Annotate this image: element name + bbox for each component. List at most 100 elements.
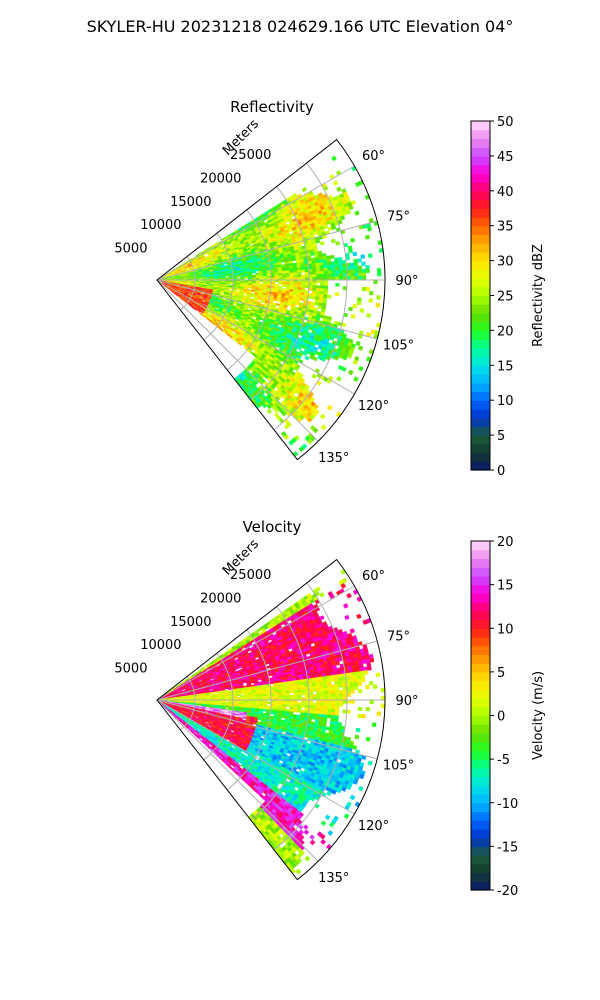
radar-cell	[247, 286, 252, 289]
radar-cell	[377, 271, 382, 277]
colorbar-band	[471, 426, 490, 436]
radial-tick-label: 15000	[170, 195, 211, 210]
radar-cell	[272, 298, 278, 302]
radar-cell	[350, 272, 355, 277]
radar-cell	[330, 261, 336, 265]
radar-cell	[311, 265, 317, 270]
radar-cell	[314, 301, 320, 306]
radar-cell	[319, 413, 326, 420]
colorbar-tick-label: 5	[497, 429, 505, 444]
radar-cell	[282, 281, 287, 285]
azimuth-tick-label: 105°	[383, 339, 414, 354]
radar-cell	[236, 275, 241, 278]
radar-cell	[257, 297, 263, 301]
radar-cell	[266, 273, 272, 277]
radar-cell	[289, 284, 294, 288]
radar-cell	[323, 282, 329, 287]
radar-cell	[335, 241, 341, 246]
radar-cell	[255, 276, 260, 279]
radar-cell	[327, 267, 332, 272]
panel-title: Reflectivity	[230, 98, 314, 116]
colorbar-band	[471, 443, 490, 454]
radar-cell	[244, 276, 249, 279]
radar-cell	[319, 285, 325, 289]
radar-cell	[331, 273, 336, 278]
colorbar-band	[471, 234, 490, 244]
radar-cell	[255, 269, 260, 272]
radar-cell	[259, 276, 264, 279]
radar-cell	[327, 273, 332, 278]
colorbar-tick-label: 35	[497, 220, 514, 235]
radar-cell	[202, 280, 207, 282]
radar-cell	[312, 268, 317, 273]
radar-cell	[209, 281, 215, 284]
colorbar-band	[471, 269, 490, 279]
radar-cell	[373, 279, 378, 285]
radar-cell	[280, 259, 286, 263]
radar-cell	[358, 272, 363, 277]
figure-title: SKYLER-HU 20231218 024629.166 UTC Elevat…	[87, 17, 514, 36]
radar-cell	[369, 657, 375, 663]
radar-cell	[329, 254, 335, 259]
radar-cell	[357, 345, 364, 351]
radar-cell	[266, 275, 272, 279]
radar-cell	[335, 661, 341, 666]
radar-cell	[367, 253, 373, 258]
radar-cell	[320, 282, 325, 287]
radar-cell	[251, 289, 256, 293]
radar-cell	[338, 260, 343, 265]
radar-cell	[319, 241, 325, 246]
colorbar-band	[471, 295, 490, 305]
radar-cell	[278, 275, 283, 279]
colorbar-band	[471, 129, 490, 140]
colorbar-band	[471, 278, 490, 288]
radar-cell	[315, 239, 321, 244]
radar-cell	[361, 261, 366, 266]
radar-cell	[326, 294, 332, 299]
radar-cell	[346, 276, 352, 281]
radar-cell	[337, 257, 343, 262]
radar-cell	[360, 254, 366, 259]
radar-cell	[326, 404, 333, 411]
radar-cell	[350, 269, 355, 274]
radar-cell	[326, 261, 332, 266]
colorbar-band	[471, 199, 490, 209]
colorbar-tick-label: 15	[497, 359, 514, 374]
radar-cell	[235, 288, 241, 291]
radar-cell	[358, 276, 363, 281]
radar-cell	[289, 272, 294, 276]
colorbar-band	[471, 304, 490, 314]
radar-cell	[323, 273, 329, 278]
radar-cell	[350, 266, 355, 271]
radar-cell	[304, 271, 310, 276]
radar-cell	[304, 284, 310, 289]
radar-cell	[251, 271, 256, 274]
radar-cell	[323, 285, 329, 290]
radar-cell	[300, 284, 306, 288]
radar-cell	[319, 592, 325, 598]
radar-cell	[205, 283, 211, 285]
radar-cell	[312, 282, 317, 286]
radar-cell	[311, 296, 316, 300]
radar-cell	[366, 313, 372, 318]
radar-cell	[285, 275, 291, 278]
radar-cell	[282, 273, 287, 276]
radar-cell	[187, 281, 192, 284]
radar-cell	[334, 260, 339, 265]
radar-cell	[364, 234, 370, 240]
radar-cell	[278, 281, 283, 285]
radar-cell	[315, 265, 321, 270]
radar-cell	[335, 282, 340, 287]
radar-cell	[323, 288, 328, 293]
radar-cell	[319, 262, 324, 266]
radar-cell	[317, 305, 323, 310]
radar-cell	[357, 269, 363, 274]
radar-cell	[311, 373, 317, 379]
radar-cell	[330, 238, 336, 244]
radar-cell	[304, 355, 310, 361]
colorbar-tick-label: 40	[497, 185, 514, 200]
radar-cell	[319, 288, 325, 292]
colorbar-band	[471, 321, 490, 331]
